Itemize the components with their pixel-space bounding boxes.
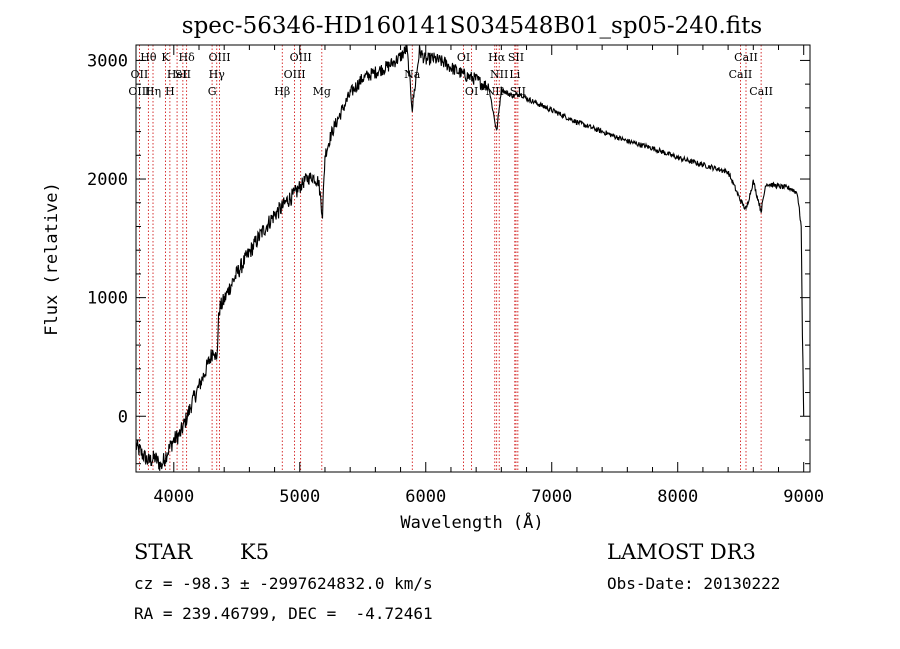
y-tick-label: 0 bbox=[118, 407, 128, 427]
survey-label: LAMOST DR3 bbox=[607, 540, 756, 564]
y-axis-label: Flux (relative) bbox=[42, 182, 62, 336]
chart-title: spec-56346-HD160141S034548B01_sp05-240.f… bbox=[182, 13, 762, 39]
plot-frame bbox=[135, 44, 811, 473]
spectral-line-markers bbox=[139, 45, 762, 472]
line-label-18: OIII bbox=[128, 85, 150, 98]
object-class: STAR bbox=[134, 540, 193, 564]
x-axis-label: Wavelength (Å) bbox=[400, 511, 543, 533]
line-label-0: Hθ bbox=[140, 51, 157, 64]
line-label-12: Hγ bbox=[209, 68, 226, 81]
y-tick-label: 2000 bbox=[87, 170, 128, 190]
object-subclass: K5 bbox=[240, 540, 270, 564]
line-label-2: Hδ bbox=[179, 51, 196, 64]
line-label-9: OII bbox=[131, 68, 149, 81]
line-label-13: OIII bbox=[284, 68, 306, 81]
x-tick-label: 8000 bbox=[657, 487, 698, 507]
line-label-24: OI bbox=[465, 85, 478, 98]
line-label-4: OIII bbox=[290, 51, 312, 64]
line-label-21: G bbox=[208, 85, 217, 98]
line-label-15: NII bbox=[490, 68, 508, 81]
line-label-8: CaII bbox=[734, 51, 758, 64]
line-label-5: OI bbox=[457, 51, 470, 64]
line-label-11: SII bbox=[175, 68, 191, 81]
observation-date: Obs-Date: 20130222 bbox=[607, 574, 781, 593]
line-label-23: Mg bbox=[313, 85, 331, 98]
line-label-6: Hα bbox=[488, 51, 506, 64]
line-label-14: Na bbox=[404, 68, 421, 81]
line-label-1: K bbox=[161, 51, 170, 64]
spectrum-series-line bbox=[135, 44, 805, 471]
line-label-19: Hη bbox=[145, 85, 161, 98]
y-tick-label: 1000 bbox=[87, 289, 128, 309]
line-label-10: HeI bbox=[167, 68, 187, 81]
line-label-7: SII bbox=[508, 51, 524, 64]
line-label-27: CaII bbox=[749, 85, 773, 98]
y-axis-ticks: 0 1000 2000 3000 bbox=[87, 51, 810, 465]
line-label-3: OIII bbox=[208, 51, 230, 64]
y-tick-label: 3000 bbox=[87, 51, 128, 71]
x-tick-label: 9000 bbox=[783, 487, 824, 507]
coordinates-line: RA = 239.46799, DEC = -4.72461 bbox=[134, 604, 433, 623]
line-label-17: CaII bbox=[729, 68, 753, 81]
line-label-16: Li bbox=[509, 68, 520, 81]
line-label-20: H bbox=[165, 85, 175, 98]
x-axis-ticks: 4000 5000 6000 7000 8000 9000 bbox=[153, 45, 824, 507]
redshift-line: cz = -98.3 ± -2997624832.0 km/s bbox=[134, 574, 433, 593]
x-tick-label: 4000 bbox=[153, 487, 194, 507]
x-tick-label: 7000 bbox=[531, 487, 572, 507]
x-tick-label: 5000 bbox=[279, 487, 320, 507]
x-tick-label: 6000 bbox=[405, 487, 446, 507]
line-label-22: Hβ bbox=[274, 85, 290, 98]
